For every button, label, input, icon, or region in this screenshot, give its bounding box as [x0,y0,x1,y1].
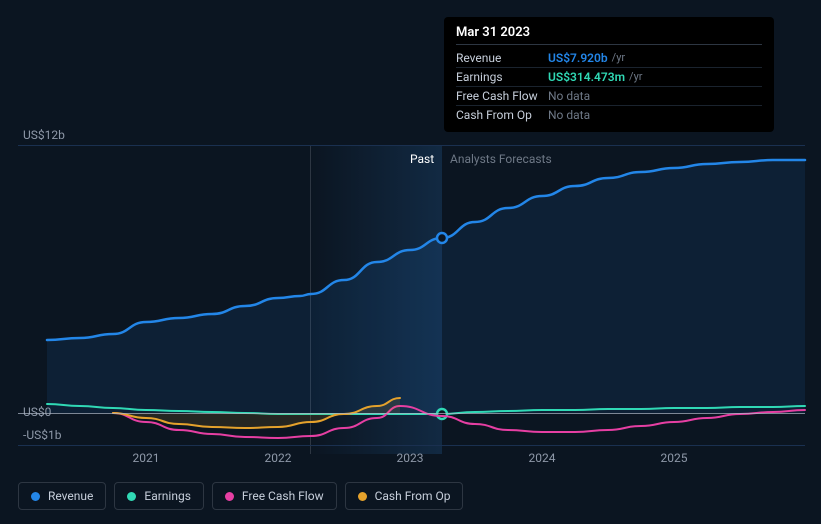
series-marker[interactable] [437,233,447,243]
legend-dot [358,492,367,501]
tooltip-metric-label: Earnings [456,70,548,84]
x-axis-label: 2024 [529,451,556,465]
x-axis-label: 2021 [133,451,160,465]
gridline [18,145,805,146]
tooltip-nodata: No data [548,89,590,103]
legend-item[interactable]: Cash From Op [345,482,464,510]
legend-label: Free Cash Flow [242,489,324,503]
tooltip-unit: /yr [612,51,625,65]
x-axis-label: 2023 [397,451,424,465]
legend: Revenue Earnings Free Cash Flow Cash From O… [18,482,463,510]
y-axis-label: US$12b [23,128,65,142]
legend-label: Earnings [144,489,191,503]
tooltip-value: US$7.920b [548,51,608,65]
tooltip-value: US$314.473m [548,70,625,84]
legend-item[interactable]: Earnings [114,482,204,510]
tooltip-unit: /yr [629,70,642,84]
y-axis-label: -US$1b [23,428,61,442]
tooltip-date: Mar 31 2023 [456,25,762,45]
gridline [18,445,805,446]
y-axis-label: US$0 [23,405,51,419]
legend-dot [31,492,40,501]
tooltip-row: RevenueUS$7.920b/yr [456,49,762,68]
x-axis-label: 2022 [265,451,292,465]
gridline [18,413,805,414]
legend-item[interactable]: Revenue [18,482,106,510]
series-marker[interactable] [437,409,447,419]
series-fill [47,160,805,413]
legend-dot [225,492,234,501]
past-label: Past [410,152,434,166]
legend-label: Revenue [48,489,93,503]
legend-dot [127,492,136,501]
hover-tooltip: Mar 31 2023 RevenueUS$7.920b/yrEarningsU… [444,17,774,132]
tooltip-metric-label: Free Cash Flow [456,89,548,103]
legend-label: Cash From Op [375,489,451,503]
tooltip-metric-label: Revenue [456,51,548,65]
tooltip-row: EarningsUS$314.473m/yr [456,68,762,87]
legend-item[interactable]: Free Cash Flow [212,482,337,510]
tooltip-nodata: No data [548,108,590,122]
forecast-label: Analysts Forecasts [450,152,552,166]
tooltip-row: Free Cash FlowNo data [456,87,762,106]
x-axis-label: 2025 [661,451,688,465]
tooltip-metric-label: Cash From Op [456,108,548,122]
tooltip-row: Cash From OpNo data [456,106,762,124]
